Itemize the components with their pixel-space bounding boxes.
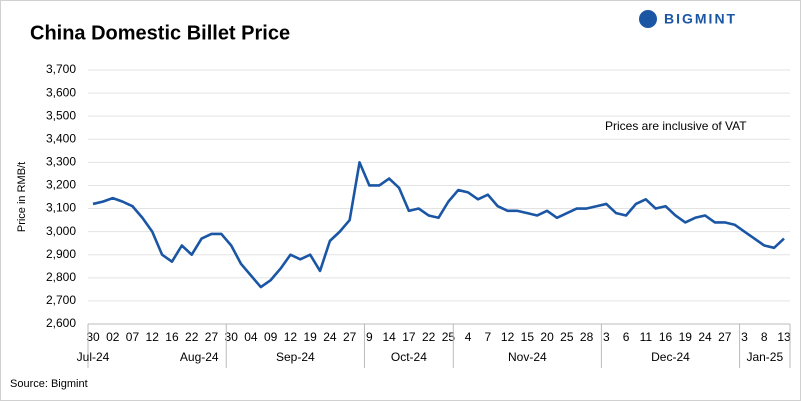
x-tick-label: 19 [303, 330, 317, 344]
x-tick-label: 24 [323, 330, 337, 344]
month-label: Jan-25 [746, 350, 783, 364]
x-tick-label: 15 [521, 330, 535, 344]
x-tick-label: 12 [501, 330, 515, 344]
x-tick-label: 09 [264, 330, 278, 344]
x-tick-label: 30 [225, 330, 239, 344]
x-tick-label: 07 [126, 330, 140, 344]
logo: BIGMINT [639, 10, 737, 28]
chart-title: China Domestic Billet Price [30, 22, 290, 44]
month-label: Oct-24 [391, 350, 427, 364]
month-label: Dec-24 [651, 350, 690, 364]
x-tick-label: 12 [284, 330, 298, 344]
x-tick-label: 04 [244, 330, 258, 344]
x-tick-label: 6 [623, 330, 630, 344]
y-tick-label: 3,000 [46, 224, 76, 238]
y-tick-label: 3,400 [46, 131, 76, 145]
y-tick-label: 3,600 [46, 85, 76, 99]
x-tick-label: 14 [382, 330, 396, 344]
x-tick-label: 22 [185, 330, 199, 344]
x-tick-label: 02 [106, 330, 120, 344]
x-tick-label: 3 [741, 330, 748, 344]
x-tick-label: 19 [679, 330, 693, 344]
source: Source: Bigmint [10, 378, 88, 390]
x-tick-label: 4 [465, 330, 472, 344]
x-tick-label: 12 [146, 330, 160, 344]
x-tick-label: 17 [402, 330, 416, 344]
x-tick-label: 9 [366, 330, 373, 344]
x-tick-label: 27 [343, 330, 357, 344]
line-series [92, 161, 785, 289]
y-tick-label: 2,900 [46, 247, 76, 261]
y-tick-label: 2,700 [46, 293, 76, 307]
y-tick-label: 3,100 [46, 201, 76, 215]
x-tick-label: 24 [698, 330, 712, 344]
annotation: Prices are inclusive of VAT [605, 119, 747, 133]
x-tick-label: 30 [86, 330, 100, 344]
x-tick-label: 8 [761, 330, 768, 344]
logo-text: BIGMINT [664, 11, 737, 27]
x-tick-label: 13 [777, 330, 791, 344]
x-tick-label: 22 [422, 330, 436, 344]
x-tick-label: 25 [442, 330, 456, 344]
month-label: Sep-24 [276, 350, 315, 364]
logo-icon [639, 10, 657, 28]
x-tick-label: 7 [485, 330, 492, 344]
y-tick-label: 3,300 [46, 155, 76, 169]
month-label: Nov-24 [508, 350, 547, 364]
y-tick-label: 3,200 [46, 178, 76, 192]
x-tick-label: 3 [603, 330, 610, 344]
y-tick-label: 2,800 [46, 270, 76, 284]
month-label: Jul-24 [77, 350, 110, 364]
month-label: Aug-24 [180, 350, 219, 364]
x-tick-label: 27 [205, 330, 219, 344]
y-tick-label: 3,700 [46, 62, 76, 76]
x-tick-label: 27 [718, 330, 732, 344]
y-tick-label: 2,600 [46, 316, 76, 330]
y-tick-label: 3,500 [46, 108, 76, 122]
x-tick-label: 25 [560, 330, 574, 344]
x-tick-label: 11 [640, 330, 653, 344]
x-tick-label: 20 [540, 330, 554, 344]
x-tick-label: 16 [165, 330, 179, 344]
y-axis-label: Price in RMB/t [16, 162, 28, 232]
x-tick-label: 16 [659, 330, 673, 344]
x-tick-label: 28 [580, 330, 594, 344]
